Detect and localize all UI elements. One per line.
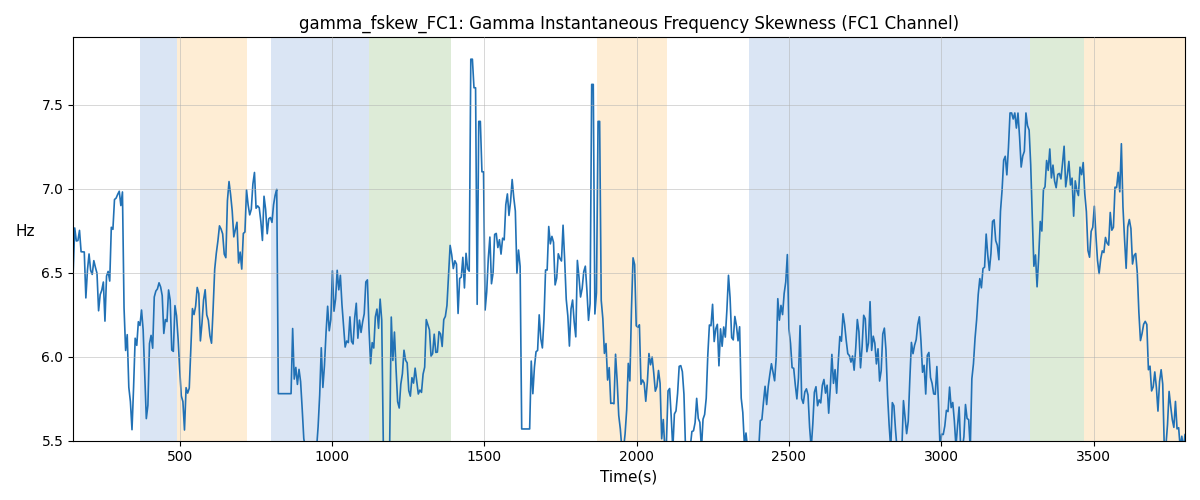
Bar bbox=[368, 38, 451, 440]
X-axis label: Time(s): Time(s) bbox=[600, 470, 658, 485]
Bar bbox=[749, 38, 786, 440]
Title: gamma_fskew_FC1: Gamma Instantaneous Frequency Skewness (FC1 Channel): gamma_fskew_FC1: Gamma Instantaneous Fre… bbox=[299, 15, 959, 34]
Bar bbox=[850, 38, 901, 440]
Bar bbox=[1030, 38, 1085, 440]
Bar bbox=[140, 38, 176, 440]
Bar bbox=[962, 38, 1030, 440]
Bar bbox=[901, 38, 962, 440]
Y-axis label: Hz: Hz bbox=[16, 224, 35, 239]
Bar bbox=[1085, 38, 1186, 440]
Bar bbox=[271, 38, 313, 440]
Bar bbox=[786, 38, 850, 440]
Bar bbox=[313, 38, 368, 440]
Bar bbox=[176, 38, 247, 440]
Bar bbox=[598, 38, 667, 440]
